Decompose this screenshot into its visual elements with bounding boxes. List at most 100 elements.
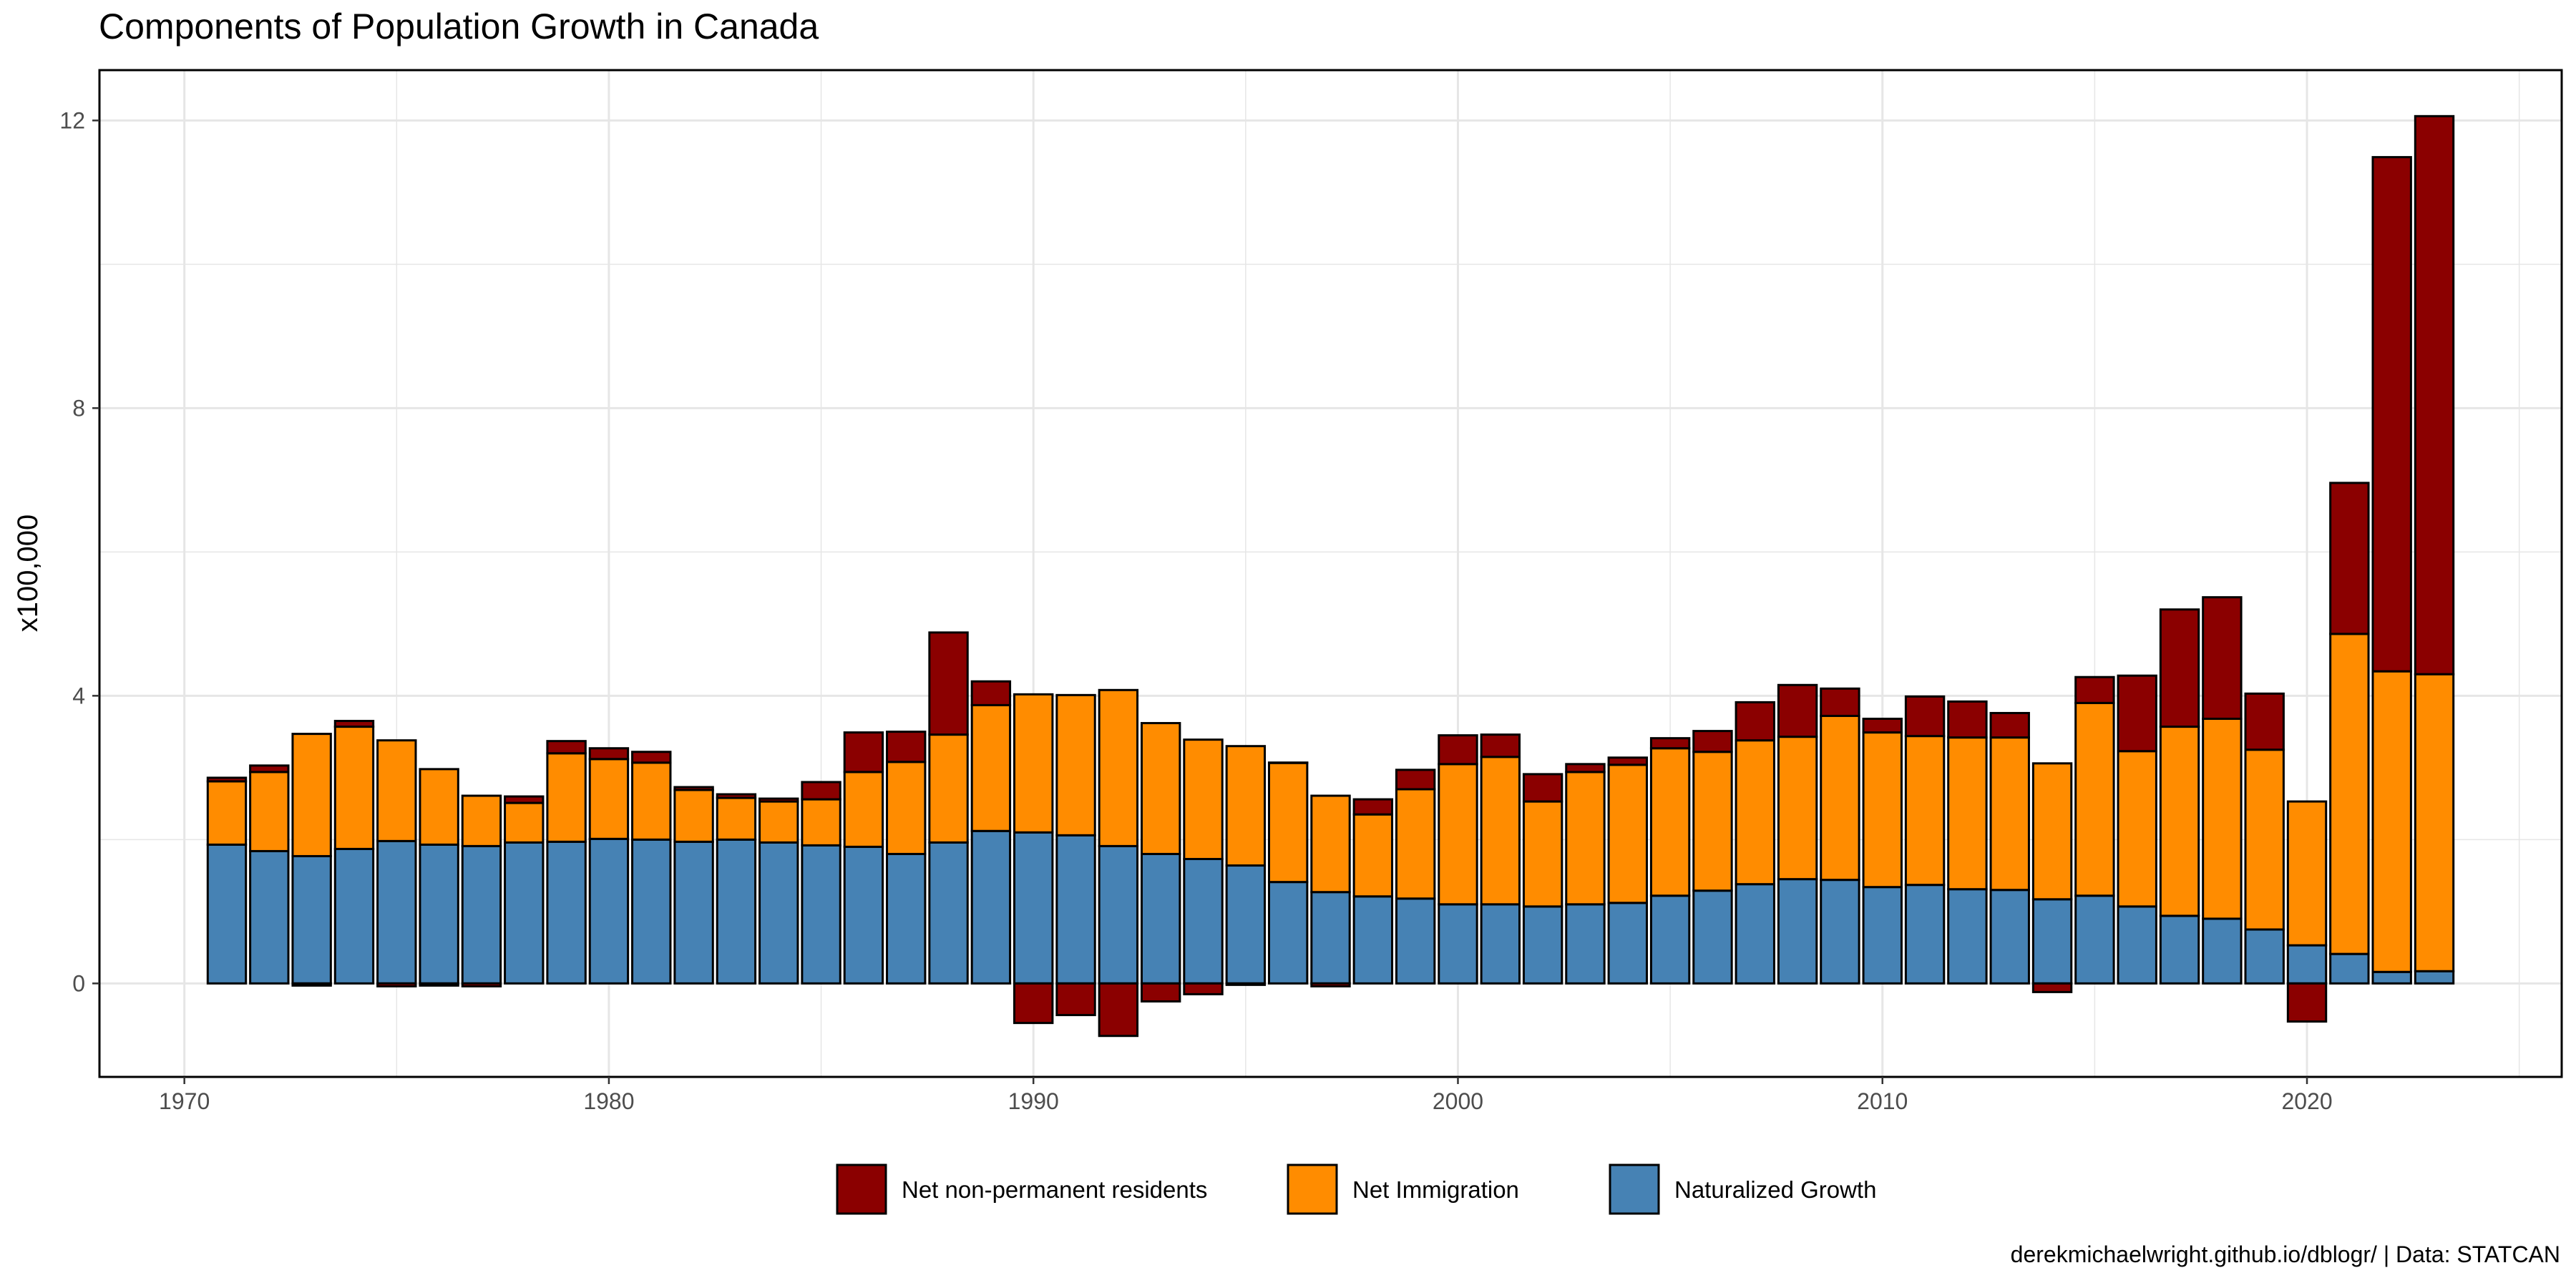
y-axis: 0 4 8 12	[59, 107, 99, 996]
bar-segment	[843, 731, 884, 774]
bar-segment	[291, 733, 332, 857]
bar-segment	[1692, 730, 1733, 753]
bar-segment	[2244, 928, 2285, 985]
bar-segment	[1947, 736, 1988, 891]
bar-segment	[801, 781, 841, 801]
bar-segment	[2244, 692, 2285, 751]
bar-segment	[504, 801, 545, 844]
bar-segment	[2286, 944, 2328, 985]
bar-segment	[673, 840, 714, 985]
bar-segment	[504, 841, 545, 985]
bar-segment	[206, 776, 248, 783]
bar-segment	[1904, 884, 1946, 985]
bar-segment	[376, 982, 417, 987]
bar-segment	[333, 720, 375, 728]
bar-segment	[1140, 982, 1181, 1002]
bar-segment	[1692, 751, 1733, 892]
bar-segment	[1310, 891, 1351, 985]
bar-segment	[1013, 831, 1054, 985]
bar-segment	[1735, 739, 1775, 886]
bar-segment	[376, 739, 417, 842]
bar-segment	[2244, 748, 2285, 931]
bar-segment	[1055, 982, 1096, 1017]
bar-segment	[1607, 763, 1648, 904]
bar-segment	[2371, 156, 2412, 673]
bar-segment	[1352, 813, 1394, 898]
bar-segment	[1565, 763, 1606, 774]
bar-segment	[801, 844, 841, 985]
bar-segment	[2329, 952, 2370, 985]
bar-segment	[758, 797, 799, 803]
bar-segment	[716, 796, 757, 841]
plot-panel-border	[98, 69, 2563, 1078]
bar-segment	[1607, 902, 1648, 985]
bar-segment	[1225, 745, 1267, 867]
bar-segment	[2031, 762, 2073, 901]
bar-segment	[1607, 756, 1648, 766]
bar-segment	[1522, 773, 1563, 803]
bar-segment	[673, 789, 714, 843]
bar-segment	[1183, 982, 1224, 995]
bar-segment	[1904, 695, 1946, 738]
bar-segment	[206, 780, 248, 846]
bar-segment	[886, 731, 927, 763]
bar-segment	[1013, 693, 1054, 834]
bar-segment	[1947, 700, 1988, 739]
legend: Net non-permanent residents Net Immigrati…	[836, 1163, 1876, 1215]
bar-segment	[206, 843, 248, 985]
bar-segment	[1140, 722, 1181, 855]
bar-segment	[588, 747, 630, 761]
bar-segment	[1267, 881, 1309, 985]
bar-segment	[419, 843, 459, 985]
bar-segment	[1395, 897, 1436, 985]
bar-segment	[2414, 114, 2455, 675]
bar-segment	[1310, 982, 1351, 987]
bar-segment	[928, 733, 969, 844]
bar-segment	[1098, 982, 1139, 1038]
bar-segment	[886, 852, 927, 985]
bar-segment	[419, 982, 459, 987]
bar-segment	[376, 839, 417, 985]
y-tick-label: 8	[72, 395, 85, 421]
bar-segment	[2286, 982, 2328, 1023]
bar-segment	[1862, 718, 1903, 734]
y-tick-label: 0	[72, 970, 85, 996]
bar-segment	[886, 761, 927, 855]
bar-segment	[546, 840, 587, 985]
bar-segment	[2074, 675, 2115, 704]
bar-segment	[1735, 883, 1775, 985]
bar-segment	[1649, 894, 1691, 985]
bar-segment	[1777, 736, 1818, 881]
bar-segment	[1692, 889, 1733, 985]
bar-segment	[2202, 718, 2243, 920]
bar-segment	[1989, 736, 2030, 892]
bar-segment	[1480, 733, 1521, 758]
bar-segment	[843, 771, 884, 848]
bar-segment	[1183, 738, 1224, 860]
bar-segment	[758, 800, 799, 844]
bar-segment	[546, 752, 587, 843]
bar-segment	[2074, 701, 2115, 897]
bar-segment	[333, 726, 375, 850]
y-tick-label: 12	[59, 107, 85, 133]
bar-segment	[1438, 763, 1478, 906]
bar-segment	[1904, 735, 1946, 887]
bar-segment	[1013, 982, 1054, 1025]
bar-segment	[2031, 982, 2073, 993]
bar-segment	[2286, 800, 2328, 947]
bar-segment	[546, 740, 587, 755]
bar-segment	[2371, 670, 2412, 973]
bar-segment	[2117, 674, 2157, 753]
bar-segment	[631, 751, 672, 764]
y-axis-title: x100,000	[12, 514, 44, 633]
bar-segment	[970, 829, 1012, 985]
bar-segment	[970, 703, 1012, 832]
chart-title: Components of Population Growth in Canad…	[99, 6, 819, 47]
x-tick-label: 1980	[583, 1088, 634, 1114]
bar-segment	[1777, 683, 1818, 738]
bar-segment	[2117, 750, 2157, 908]
bar-segment	[2117, 905, 2157, 985]
bar-segment	[2329, 482, 2370, 635]
bar-segment	[928, 841, 969, 985]
bar-segment	[673, 786, 714, 791]
